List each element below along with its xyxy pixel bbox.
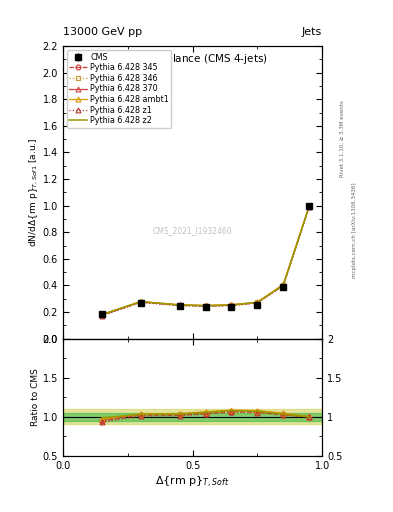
Pythia 6.428 370 xyxy=(138,298,143,305)
Pythia 6.428 z1 xyxy=(281,283,286,289)
Pythia 6.428 345 xyxy=(255,300,260,306)
Pythia 6.428 346 xyxy=(229,302,234,308)
Pythia 6.428 370 xyxy=(177,302,182,308)
Pythia 6.428 z1 xyxy=(177,303,182,309)
Y-axis label: dN/d$\Delta${rm p}$_{T,Sof1}$ [a.u.]: dN/d$\Delta${rm p}$_{T,Sof1}$ [a.u.] xyxy=(27,138,40,247)
Pythia 6.428 346 xyxy=(99,312,104,318)
Pythia 6.428 ambt1 xyxy=(307,203,312,209)
Pythia 6.428 346 xyxy=(307,203,312,209)
Line: Pythia 6.428 346: Pythia 6.428 346 xyxy=(99,204,312,317)
Pythia 6.428 346 xyxy=(203,303,208,309)
Pythia 6.428 345 xyxy=(281,283,286,289)
Pythia 6.428 346 xyxy=(255,300,260,306)
Text: Rivet 3.1.10, ≥ 3.3M events: Rivet 3.1.10, ≥ 3.3M events xyxy=(340,100,345,177)
Line: Pythia 6.428 ambt1: Pythia 6.428 ambt1 xyxy=(99,203,312,317)
Line: Pythia 6.428 345: Pythia 6.428 345 xyxy=(99,204,312,318)
Line: Pythia 6.428 z2: Pythia 6.428 z2 xyxy=(102,206,309,314)
Pythia 6.428 z1 xyxy=(99,313,104,319)
Pythia 6.428 z1 xyxy=(138,300,143,306)
Y-axis label: Ratio to CMS: Ratio to CMS xyxy=(31,368,40,426)
Pythia 6.428 z2 xyxy=(255,300,260,306)
Pythia 6.428 z2 xyxy=(138,298,143,305)
Pythia 6.428 z2 xyxy=(307,203,312,209)
Text: CMS_2021_I1932460: CMS_2021_I1932460 xyxy=(153,226,232,235)
Pythia 6.428 z2 xyxy=(177,302,182,308)
Pythia 6.428 345 xyxy=(177,302,182,308)
Pythia 6.428 345 xyxy=(138,299,143,305)
Pythia 6.428 370 xyxy=(281,282,286,288)
Pythia 6.428 370 xyxy=(255,300,260,306)
Pythia 6.428 ambt1 xyxy=(99,312,104,318)
Line: Pythia 6.428 z1: Pythia 6.428 z1 xyxy=(99,204,312,318)
Pythia 6.428 345 xyxy=(203,303,208,309)
Legend: CMS, Pythia 6.428 345, Pythia 6.428 346, Pythia 6.428 370, Pythia 6.428 ambt1, P: CMS, Pythia 6.428 345, Pythia 6.428 346,… xyxy=(67,50,171,127)
Pythia 6.428 ambt1 xyxy=(203,302,208,308)
Pythia 6.428 z1 xyxy=(203,303,208,309)
Pythia 6.428 z1 xyxy=(307,204,312,210)
Pythia 6.428 z2 xyxy=(99,311,104,317)
Pythia 6.428 ambt1 xyxy=(177,302,182,308)
Pythia 6.428 z2 xyxy=(281,282,286,288)
Pythia 6.428 z2 xyxy=(203,303,208,309)
Pythia 6.428 345 xyxy=(307,203,312,209)
Text: Jets: Jets xyxy=(302,27,322,37)
Pythia 6.428 ambt1 xyxy=(229,302,234,308)
Pythia 6.428 370 xyxy=(229,302,234,308)
Text: 13000 GeV pp: 13000 GeV pp xyxy=(63,27,142,37)
X-axis label: $\Delta${rm p}$_{T,Soft}$: $\Delta${rm p}$_{T,Soft}$ xyxy=(155,475,230,490)
Pythia 6.428 ambt1 xyxy=(281,281,286,287)
Pythia 6.428 370 xyxy=(307,203,312,209)
Pythia 6.428 z1 xyxy=(229,303,234,309)
Pythia 6.428 346 xyxy=(138,298,143,305)
Pythia 6.428 z1 xyxy=(255,300,260,306)
Pythia 6.428 345 xyxy=(229,302,234,308)
Pythia 6.428 346 xyxy=(281,282,286,288)
Pythia 6.428 346 xyxy=(177,302,182,308)
Pythia 6.428 370 xyxy=(99,312,104,318)
Pythia 6.428 ambt1 xyxy=(255,299,260,305)
Line: Pythia 6.428 370: Pythia 6.428 370 xyxy=(99,203,312,317)
Pythia 6.428 345 xyxy=(99,312,104,318)
Pythia 6.428 370 xyxy=(203,303,208,309)
Text: Dijet $p_T$ balance (CMS 4-jets): Dijet $p_T$ balance (CMS 4-jets) xyxy=(117,52,268,66)
Pythia 6.428 z2 xyxy=(229,302,234,308)
Text: mcplots.cern.ch [arXiv:1306.3436]: mcplots.cern.ch [arXiv:1306.3436] xyxy=(352,183,357,278)
Pythia 6.428 ambt1 xyxy=(138,298,143,305)
